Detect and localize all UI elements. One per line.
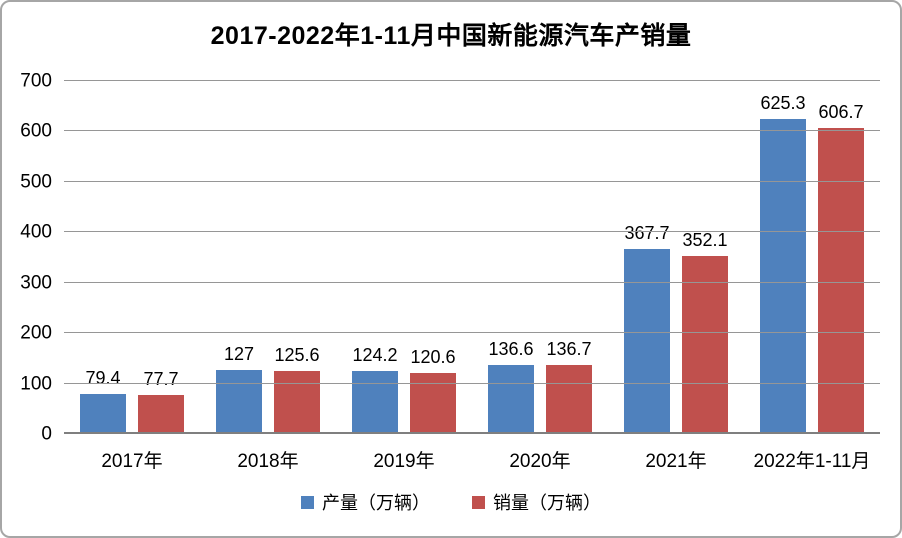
bar-产量（万辆）-2022年1-11月: 625.3 xyxy=(760,94,806,434)
y-tick-label-400: 400 xyxy=(20,221,52,243)
bar-group-2022年1-11月: 625.3 606.7 xyxy=(744,81,880,434)
data-label: 136.6 xyxy=(488,339,534,360)
x-axis-label-2018年: 2018年 xyxy=(237,451,299,472)
bar-group-2017年: 79.4 77.7 xyxy=(64,81,200,434)
y-tick-label-600: 600 xyxy=(20,120,52,142)
legend: 产量（万辆） 销量（万辆） xyxy=(2,489,900,515)
y-tick-label-500: 500 xyxy=(20,171,52,193)
bar-group-2021年: 367.7 352.1 xyxy=(608,81,744,434)
bar-group-2020年: 136.6 136.7 xyxy=(472,81,608,434)
data-label: 352.1 xyxy=(682,230,728,251)
data-label: 136.7 xyxy=(546,339,592,360)
plot-area: 79.4 77.7 127 125.6 124.2 120.6 136.6 136.7 367.… xyxy=(20,72,880,444)
data-label: 625.3 xyxy=(760,92,806,113)
data-label: 367.7 xyxy=(624,222,670,243)
x-axis-line: 0 xyxy=(41,425,880,444)
data-label: 124.2 xyxy=(352,345,398,366)
legend-entry-产量（万辆）: 产量（万辆） xyxy=(301,489,430,515)
gridline-300: 300 xyxy=(20,273,880,292)
gridline-700: 700 xyxy=(20,72,880,91)
bar-销量（万辆）-2017年: 77.7 xyxy=(138,370,184,434)
data-label: 79.4 xyxy=(85,367,121,388)
gridline-100: 100 xyxy=(20,374,880,393)
data-label: 125.6 xyxy=(274,344,320,365)
legend-swatch-icon xyxy=(301,495,314,509)
y-tick-label-200: 200 xyxy=(20,322,52,344)
data-label: 77.7 xyxy=(143,368,179,389)
bar-产量（万辆）-2021年: 367.7 xyxy=(624,224,670,434)
legend-label: 销量（万辆） xyxy=(493,493,601,513)
bar-产量（万辆）-2018年: 127 xyxy=(216,345,262,434)
data-label: 120.6 xyxy=(410,347,456,368)
x-axis-label-2021年: 2021年 xyxy=(645,451,707,472)
gridline-400: 400 xyxy=(20,223,880,242)
y-tick-label-0: 0 xyxy=(41,423,52,445)
x-axis-label-2022年1-11月: 2022年1-11月 xyxy=(753,451,871,472)
bar-产量（万辆）-2020年: 136.6 xyxy=(488,340,534,434)
x-axis-label-2017年: 2017年 xyxy=(101,451,163,472)
bar-groups: 79.4 77.7 127 125.6 124.2 120.6 136.6 136.7 367.… xyxy=(64,81,880,434)
gridline-200: 200 xyxy=(20,324,880,343)
x-axis-labels: 2017年 2018年 2019年 2020年 2021年 2022年1-11月 xyxy=(64,446,880,473)
legend-swatch-icon xyxy=(472,495,485,509)
gridline-500: 500 xyxy=(20,172,880,191)
bar-产量（万辆）-2017年: 79.4 xyxy=(80,369,126,434)
bar-group-2018年: 127 125.6 xyxy=(200,81,336,434)
x-axis-label-2020年: 2020年 xyxy=(509,451,571,472)
y-tick-label-100: 100 xyxy=(20,373,52,395)
gridline-600: 600 xyxy=(20,122,880,141)
bar-销量（万辆）-2018年: 125.6 xyxy=(274,346,320,434)
data-label: 606.7 xyxy=(818,102,864,123)
legend-label: 产量（万辆） xyxy=(322,493,430,513)
x-axis-label-2019年: 2019年 xyxy=(373,451,435,472)
y-tick-label-300: 300 xyxy=(20,272,52,294)
bar-销量（万辆）-2020年: 136.7 xyxy=(546,340,592,434)
bar-销量（万辆）-2021年: 352.1 xyxy=(682,231,728,434)
bar-产量（万辆）-2019年: 124.2 xyxy=(352,346,398,434)
y-tick-label-700: 700 xyxy=(20,70,52,92)
legend-entry-销量（万辆）: 销量（万辆） xyxy=(472,489,601,515)
chart-title: 2017-2022年1-11月中国新能源汽车产销量 xyxy=(210,22,692,50)
bar-group-2019年: 124.2 120.6 xyxy=(336,81,472,434)
data-label: 127 xyxy=(223,343,255,364)
